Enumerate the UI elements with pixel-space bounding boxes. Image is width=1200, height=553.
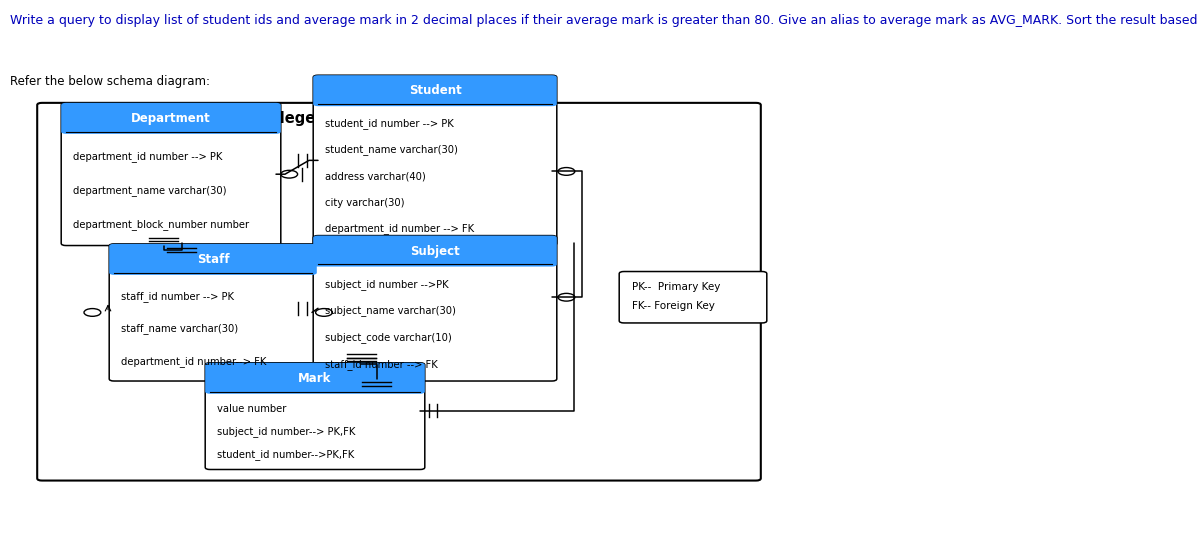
Text: FK-- Foreign Key: FK-- Foreign Key — [632, 301, 715, 311]
FancyBboxPatch shape — [205, 363, 425, 394]
Text: city varchar(30): city varchar(30) — [325, 197, 404, 207]
Text: Subject: Subject — [410, 244, 460, 258]
Text: Write a query to display list of student ids and average mark in 2 decimal place: Write a query to display list of student… — [10, 14, 1200, 27]
Text: staff_name varchar(30): staff_name varchar(30) — [121, 324, 239, 335]
Text: Student: Student — [409, 84, 461, 97]
Text: department_block_number number: department_block_number number — [73, 219, 250, 230]
FancyBboxPatch shape — [313, 75, 557, 106]
Text: subject_code varchar(10): subject_code varchar(10) — [325, 332, 452, 343]
Text: Staff: Staff — [197, 253, 229, 266]
Text: address varchar(40): address varchar(40) — [325, 171, 426, 181]
Text: subject_name varchar(30): subject_name varchar(30) — [325, 305, 456, 316]
FancyBboxPatch shape — [37, 103, 761, 481]
Text: Refer the below schema diagram:: Refer the below schema diagram: — [10, 75, 210, 88]
Text: subject_id number--> PK,FK: subject_id number--> PK,FK — [217, 426, 355, 437]
FancyBboxPatch shape — [61, 103, 281, 246]
Text: Department: Department — [131, 112, 211, 125]
Text: department_id number --> PK: department_id number --> PK — [73, 152, 222, 163]
Text: staff_id number --> FK: staff_id number --> FK — [325, 359, 438, 369]
FancyBboxPatch shape — [313, 236, 557, 381]
Text: subject_id number -->PK: subject_id number -->PK — [325, 279, 449, 290]
FancyBboxPatch shape — [205, 363, 425, 469]
Text: student_id number --> PK: student_id number --> PK — [325, 118, 454, 129]
Text: College Management System(CMS): College Management System(CMS) — [254, 111, 544, 127]
FancyBboxPatch shape — [109, 244, 317, 381]
FancyBboxPatch shape — [109, 244, 317, 275]
FancyBboxPatch shape — [61, 103, 281, 134]
Text: staff_id number --> PK: staff_id number --> PK — [121, 291, 234, 302]
FancyBboxPatch shape — [313, 236, 557, 267]
FancyBboxPatch shape — [313, 75, 557, 246]
FancyBboxPatch shape — [619, 272, 767, 323]
Text: student_id number-->PK,FK: student_id number-->PK,FK — [217, 449, 354, 460]
Text: department_name varchar(30): department_name varchar(30) — [73, 185, 227, 196]
Text: department_id number--> FK: department_id number--> FK — [121, 356, 266, 367]
Text: student_name varchar(30): student_name varchar(30) — [325, 144, 458, 155]
Text: department_id number --> FK: department_id number --> FK — [325, 223, 474, 234]
Text: Mark: Mark — [299, 372, 331, 385]
Text: value number: value number — [217, 404, 287, 414]
Text: PK--  Primary Key: PK-- Primary Key — [632, 282, 721, 292]
